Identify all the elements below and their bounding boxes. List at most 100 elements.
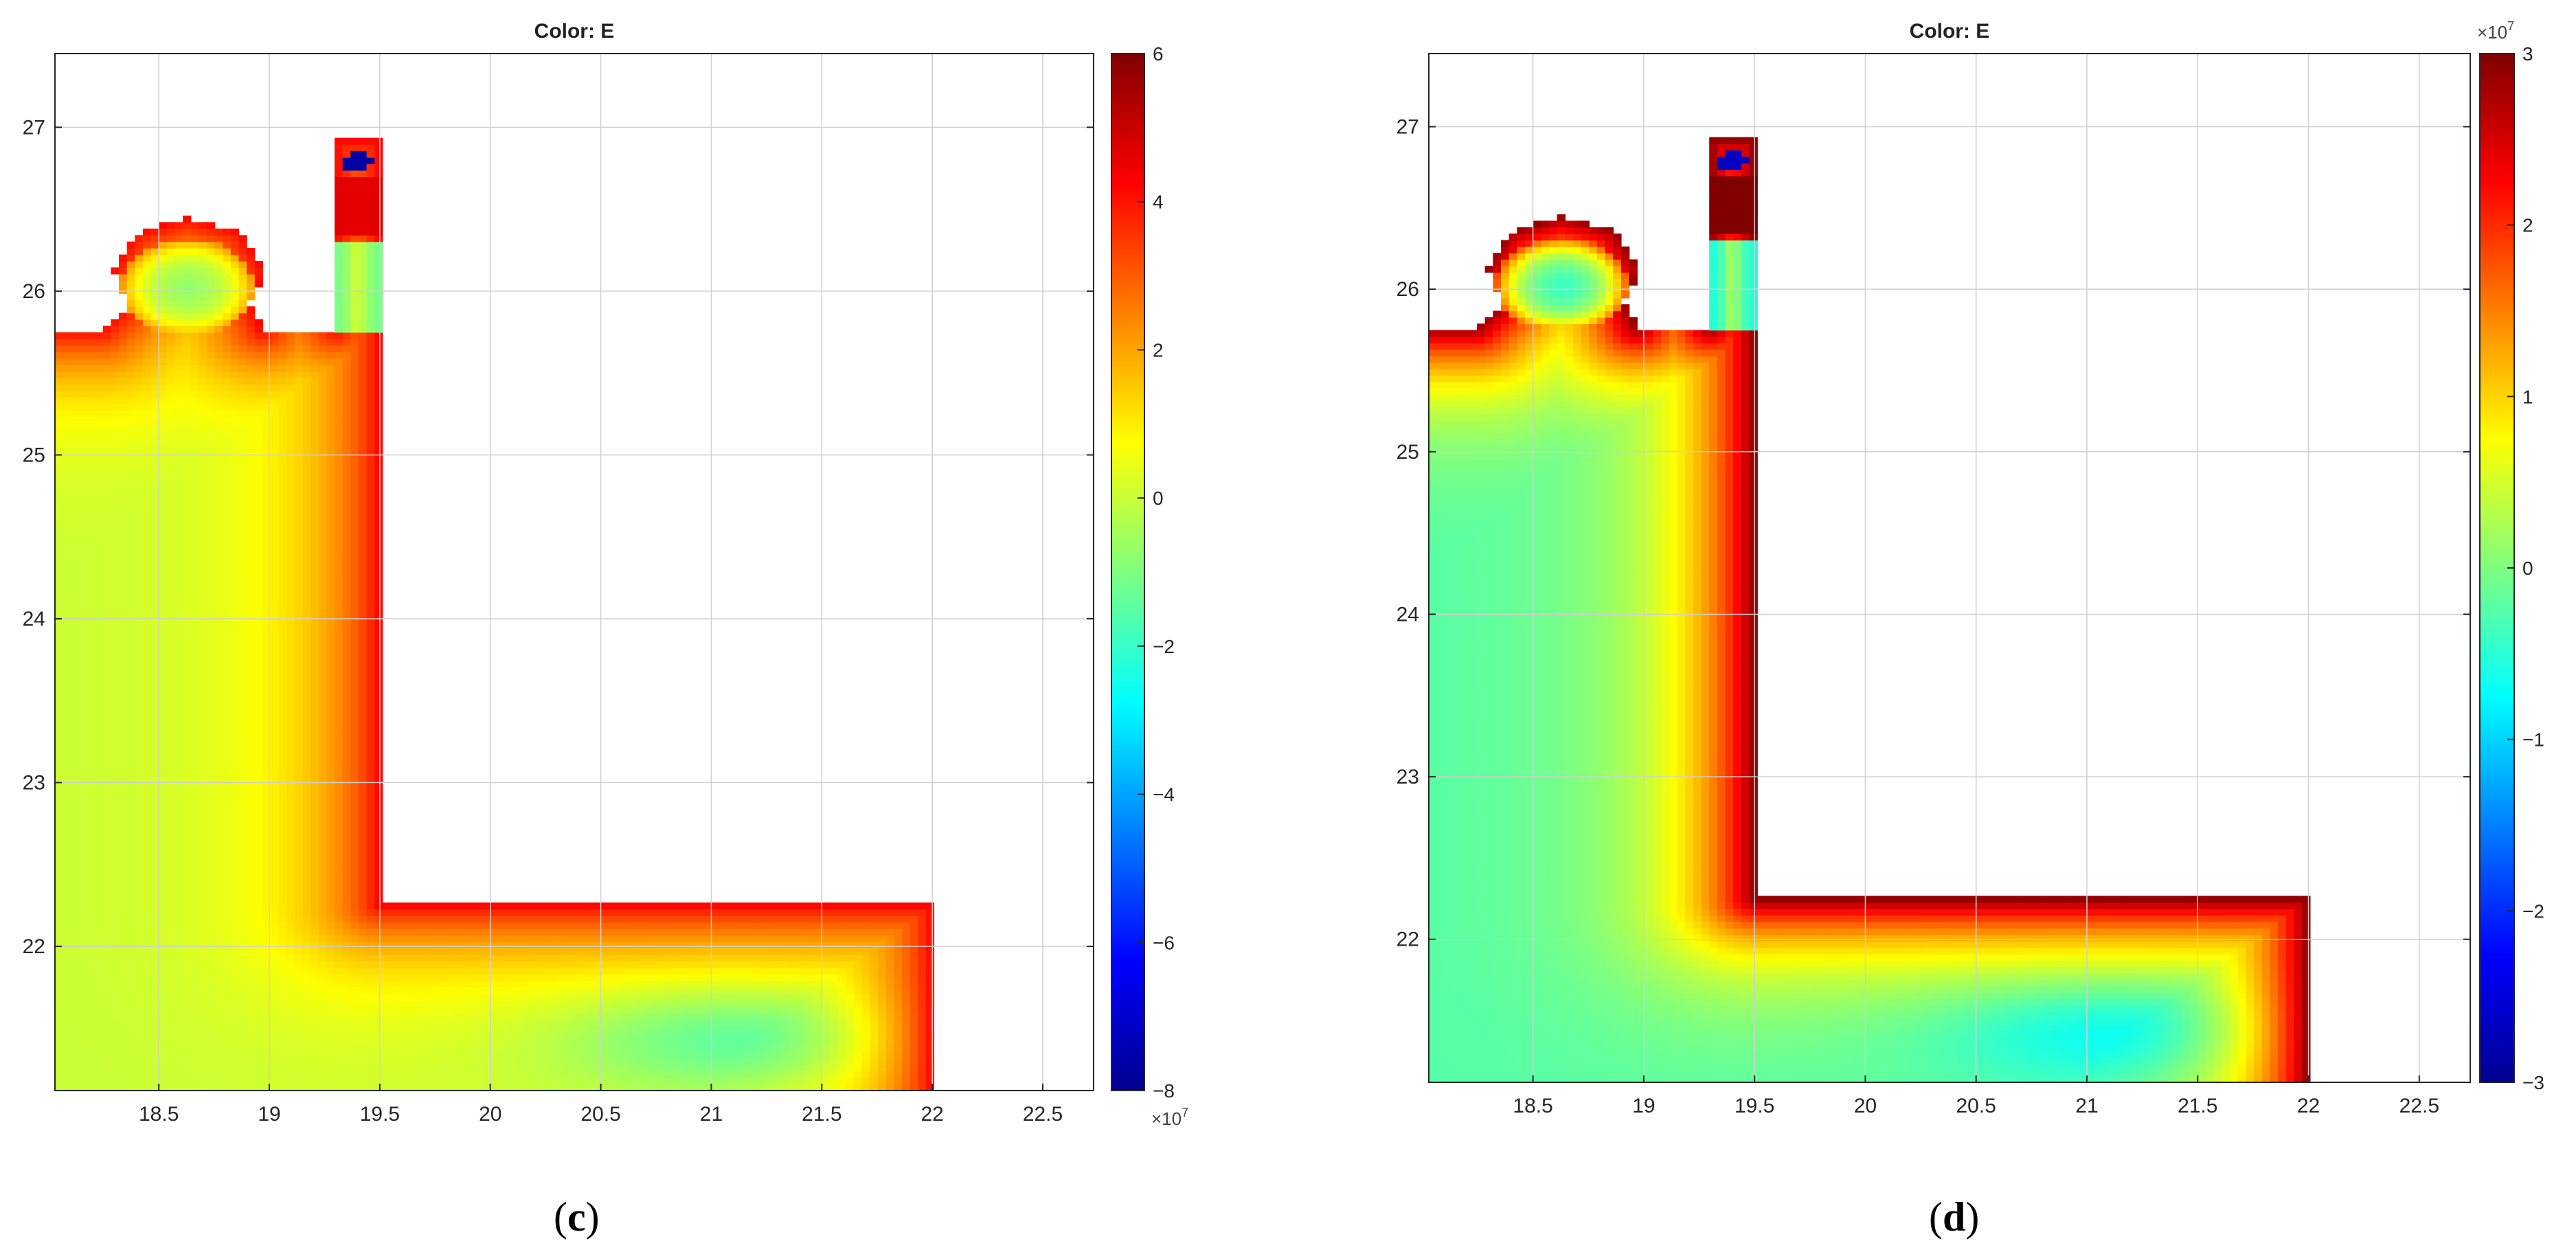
field-cell (214, 650, 223, 657)
field-cell (574, 1051, 583, 1059)
field-cell (398, 915, 407, 923)
field-cell (526, 1012, 535, 1020)
field-cell (166, 1019, 176, 1027)
field-cell (670, 1064, 679, 1072)
field-cell (335, 760, 343, 767)
field-cell (510, 967, 519, 974)
field-cell (342, 617, 351, 625)
field-cell (302, 637, 311, 644)
field-cell (71, 773, 80, 780)
field-cell (749, 1058, 759, 1065)
field-cell (135, 818, 144, 825)
field-cell (78, 676, 88, 683)
field-cell (662, 1064, 671, 1072)
field-cell (271, 883, 280, 891)
field-cell (630, 915, 639, 923)
field-cell (254, 1071, 264, 1078)
field-cell (111, 663, 120, 670)
field-cell (142, 954, 152, 961)
field-cell (238, 974, 247, 981)
field-cell (574, 987, 583, 994)
field-cell (870, 993, 879, 1001)
field-cell (199, 980, 207, 988)
field-cell (366, 1025, 375, 1033)
field-cell (438, 928, 447, 936)
field-cell (854, 1019, 863, 1027)
field-cell (502, 980, 511, 988)
field-cell (87, 721, 95, 729)
field-cell (302, 1012, 311, 1020)
field-cell (126, 1078, 135, 1085)
field-cell (837, 915, 847, 923)
field-cell (126, 1058, 135, 1065)
field-cell (702, 941, 711, 948)
field-cell (247, 831, 256, 839)
field-cell (710, 1019, 719, 1027)
field-cell (87, 948, 95, 955)
field-cell (494, 922, 503, 929)
field-cell (710, 967, 719, 974)
field-cell (55, 792, 64, 799)
field-cell (909, 1045, 918, 1052)
field-cell (670, 980, 679, 988)
field-cell (247, 714, 256, 722)
field-cell (758, 1064, 767, 1072)
field-cell (55, 714, 64, 722)
field-cell (686, 1064, 695, 1072)
field-cell (542, 1032, 551, 1040)
field-cell (142, 682, 152, 689)
field-cell (302, 799, 311, 806)
field-cell (518, 1064, 527, 1072)
field-cell (806, 1032, 815, 1040)
field-cell (318, 753, 328, 761)
field-cell (374, 935, 383, 942)
field-cell (310, 663, 319, 670)
field-cell (734, 909, 743, 916)
field-cell (63, 669, 71, 676)
field-cell (502, 999, 511, 1007)
field-cell (526, 974, 535, 981)
field-cell (183, 701, 192, 709)
field-cell (159, 857, 168, 865)
field-cell (126, 1025, 135, 1033)
field-cell (310, 857, 319, 865)
field-cell (558, 1084, 567, 1091)
field-cell (111, 1032, 120, 1040)
field-cell (861, 1025, 870, 1033)
field-cell (102, 889, 112, 897)
field-cell (190, 831, 199, 839)
field-cell (454, 1025, 463, 1033)
field-cell (119, 967, 128, 974)
field-cell (199, 993, 207, 1001)
field-cell (310, 896, 319, 903)
field-cell (430, 928, 439, 936)
field-cell (526, 1078, 535, 1085)
field-cell (111, 669, 120, 676)
field-cell (686, 1051, 695, 1059)
field-cell (606, 1045, 615, 1052)
field-cell (790, 928, 799, 936)
field-cell (534, 909, 543, 916)
field-cell (350, 812, 359, 819)
field-cell (414, 915, 423, 923)
field-cell (78, 844, 88, 852)
field-cell (662, 1045, 671, 1052)
field-cell (901, 1019, 911, 1027)
field-cell (870, 935, 879, 942)
field-cell (374, 708, 383, 716)
field-cell (390, 935, 399, 942)
field-cell (142, 967, 152, 974)
field-cell (918, 909, 927, 916)
field-cell (286, 902, 295, 910)
field-cell (207, 669, 216, 676)
field-cell (574, 1064, 583, 1072)
field-cell (638, 1078, 647, 1085)
field-cell (566, 961, 575, 968)
field-cell (335, 799, 343, 806)
field-cell (238, 701, 247, 709)
field-cell (374, 727, 383, 735)
field-cell (335, 1051, 343, 1059)
field-cell (446, 1019, 455, 1027)
field-cell (230, 954, 240, 961)
field-cell (335, 915, 343, 923)
